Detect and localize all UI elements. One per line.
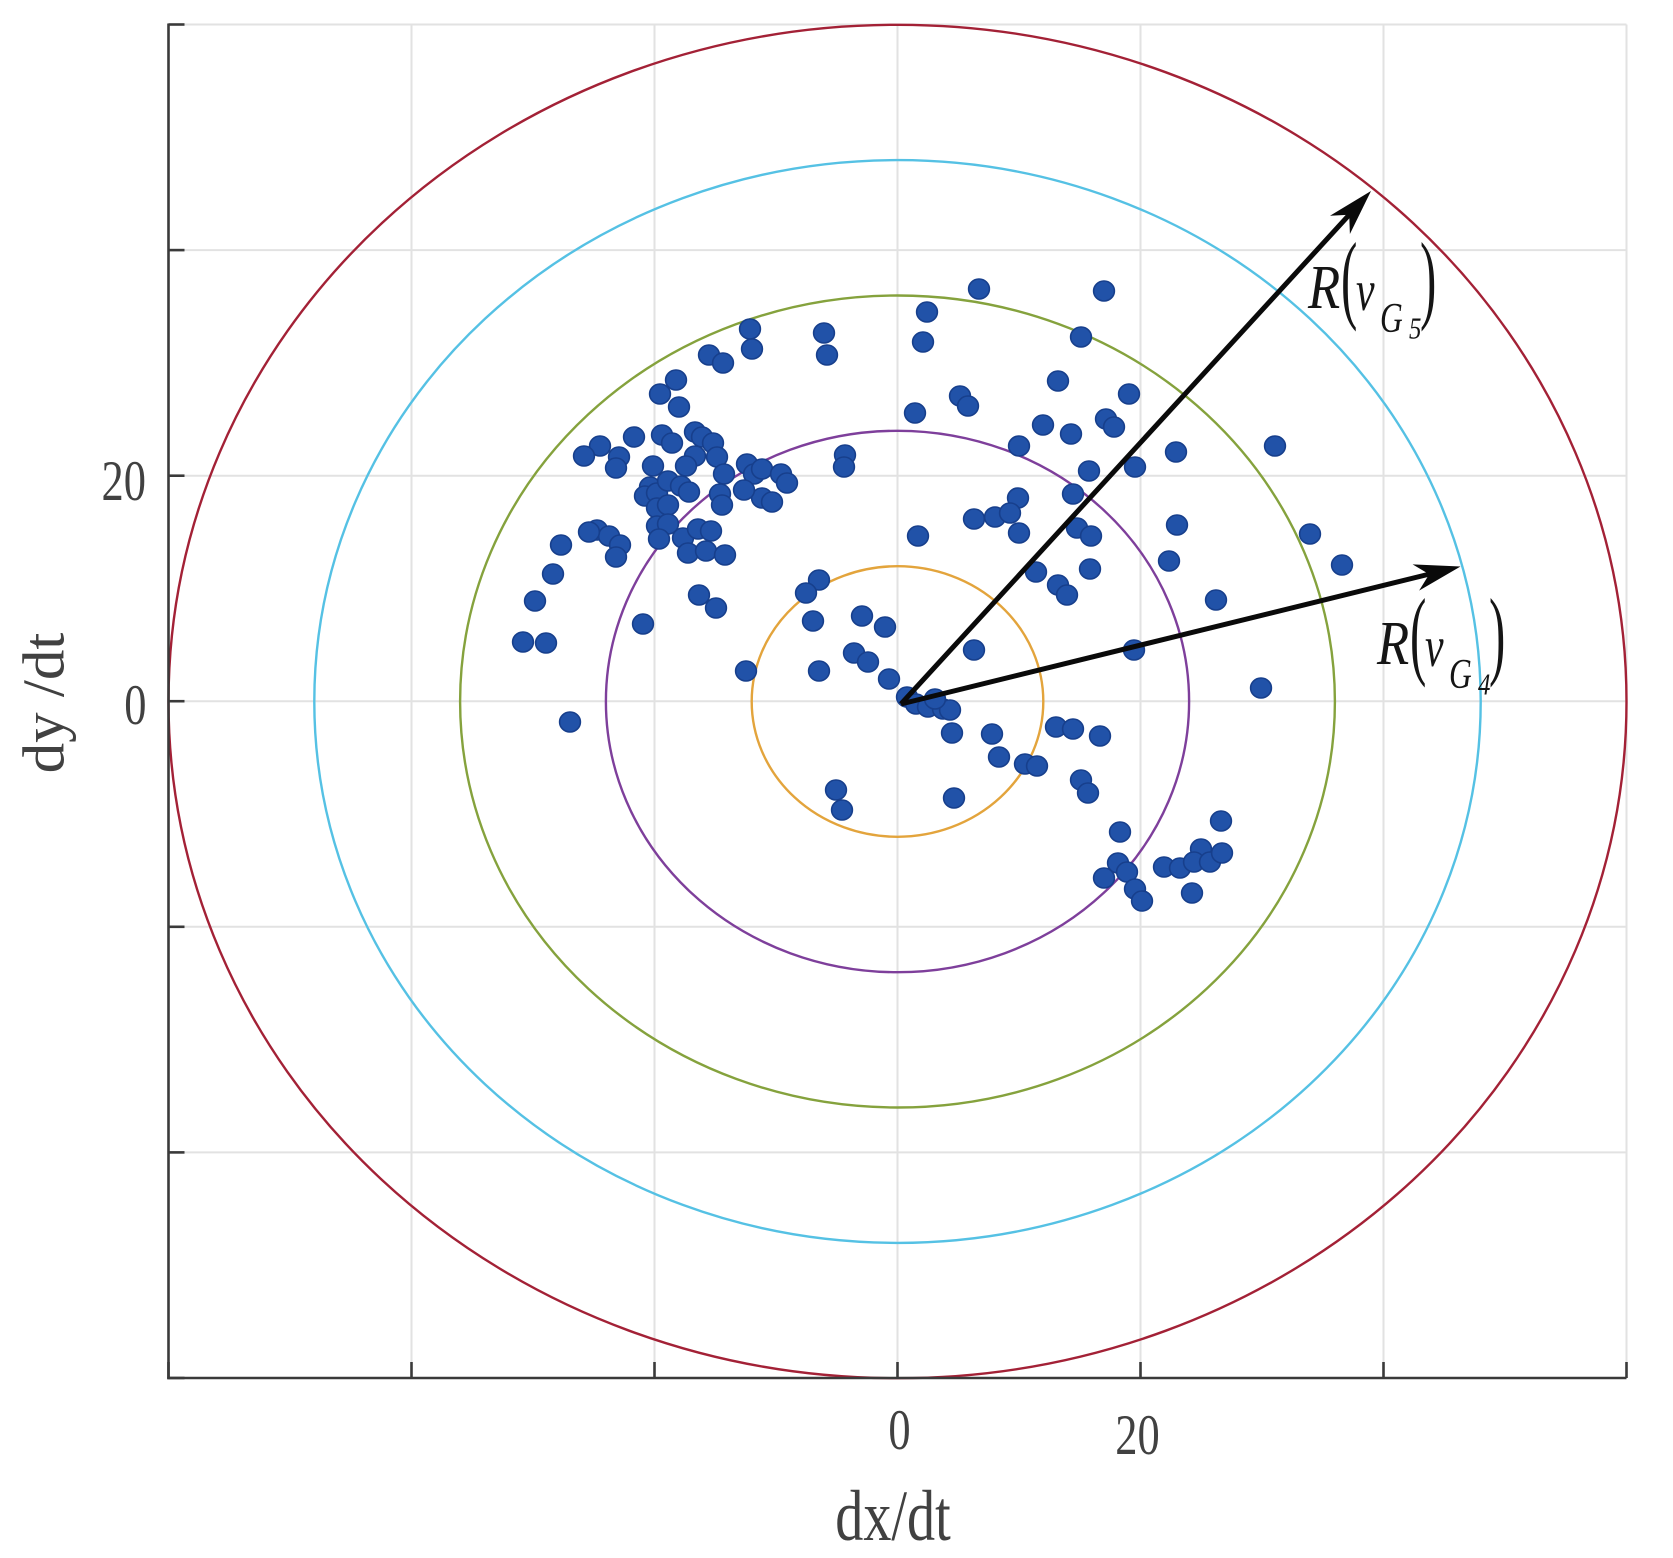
svg-text:20: 20 (1115, 1404, 1159, 1468)
svg-text:dy /dt: dy /dt (10, 632, 76, 773)
svg-text:(: ( (1341, 223, 1357, 332)
svg-text:R: R (1376, 610, 1409, 678)
svg-text:dx/dt: dx/dt (835, 1475, 950, 1553)
svg-text:5: 5 (1409, 312, 1421, 346)
svg-text:0: 0 (124, 674, 146, 738)
svg-text:): ) (1420, 223, 1436, 332)
svg-text:): ) (1489, 579, 1505, 688)
svg-text:v: v (1356, 258, 1375, 322)
svg-text:G: G (1380, 296, 1403, 342)
svg-text:(: ( (1410, 579, 1426, 688)
svg-text:G: G (1449, 652, 1472, 698)
svg-text:4: 4 (1478, 668, 1490, 702)
svg-text:20: 20 (102, 450, 146, 514)
svg-text:v: v (1425, 614, 1444, 678)
svg-text:0: 0 (888, 1399, 910, 1463)
svg-text:R: R (1307, 254, 1340, 322)
